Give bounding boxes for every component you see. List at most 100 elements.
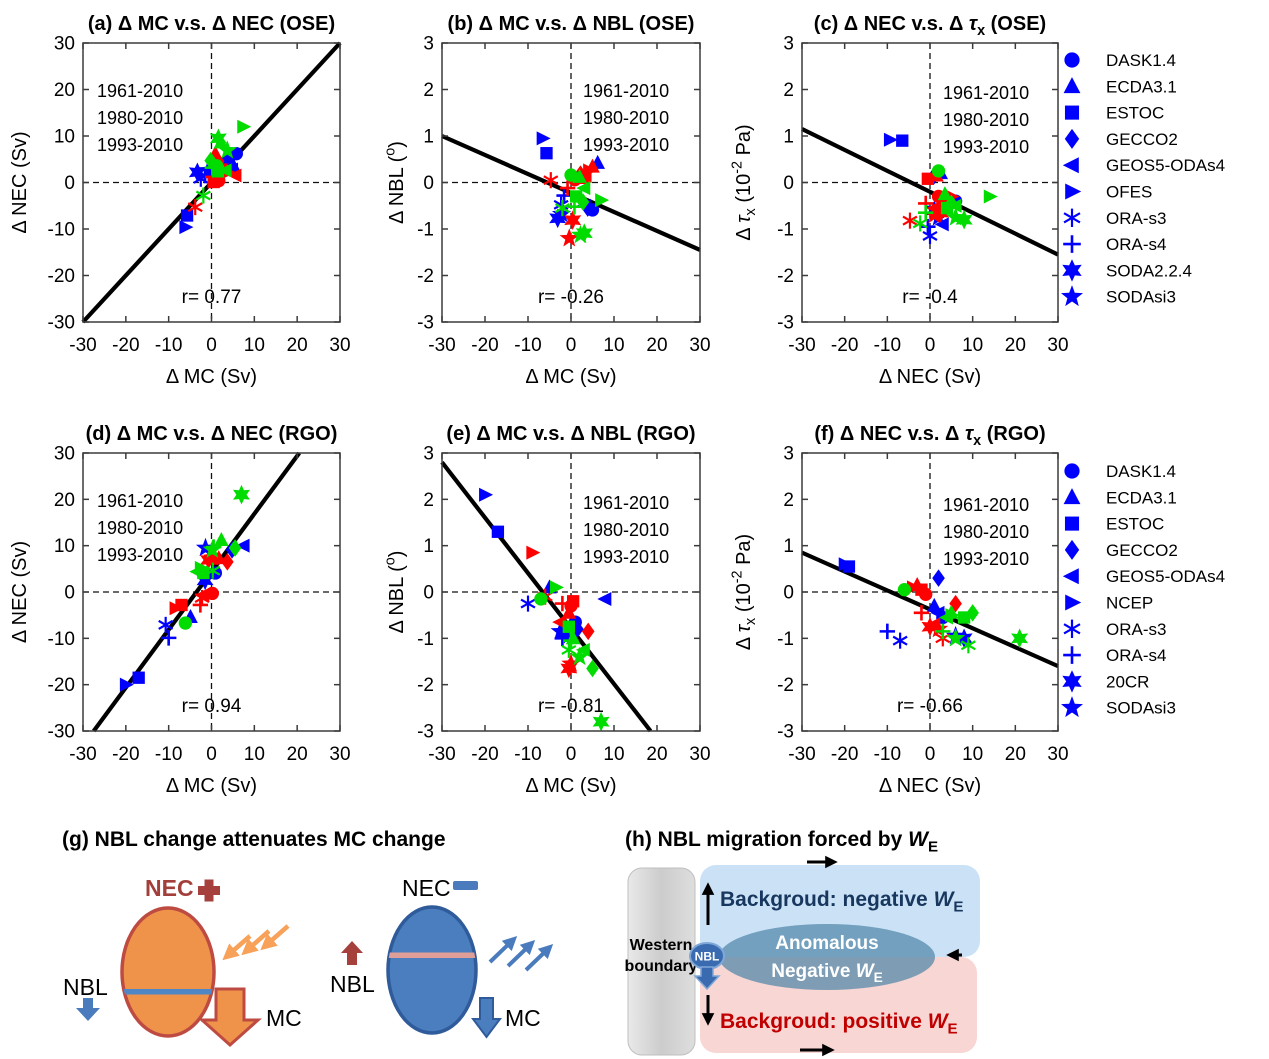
western-boundary-line2: boundary [625, 958, 698, 975]
marker-triangle-right-icon [838, 557, 853, 572]
y-tick-label: -10 [48, 220, 75, 241]
marker-circle-icon [1064, 52, 1080, 68]
marker-circle-icon [1064, 463, 1080, 479]
legend-item-label: ORA-s3 [1106, 620, 1166, 639]
y-tick-label: 3 [423, 444, 434, 465]
asterisk-arm [1063, 623, 1081, 635]
r-value-label: r= -0.81 [538, 696, 604, 717]
marker-square-icon [180, 209, 194, 222]
marker-plus-icon [204, 159, 221, 176]
y-tick-label: -30 [48, 722, 75, 743]
y-tick-label: -1 [777, 629, 794, 650]
panel-title: (d) Δ MC v.s. Δ NEC (RGO) [86, 423, 338, 445]
marker-triangle-up-icon [926, 597, 942, 612]
y-tick-label: 3 [423, 34, 434, 55]
legend-item-label: 20CR [1106, 672, 1149, 691]
background-negative-label: Backgroud: negative WE [720, 888, 963, 915]
legend-item-DASK1.4: DASK1.4 [1064, 51, 1176, 70]
x-tick-label: -20 [471, 744, 498, 765]
minus-icon [453, 881, 478, 890]
y-tick-label: 1 [783, 127, 794, 148]
marker-triangle-left-icon [227, 168, 242, 183]
marker-asterisk-icon [158, 616, 174, 633]
marker-diamond-icon [1064, 128, 1080, 149]
x-tick-label: 20 [646, 744, 667, 765]
legend-item-label: GECCO2 [1106, 541, 1178, 560]
legend-item-label: ORA-s3 [1106, 209, 1166, 228]
legend-item-label: ECDA3.1 [1106, 488, 1177, 507]
marker-diamond-icon [932, 569, 945, 587]
x-tick-label: 0 [566, 744, 577, 765]
y-axis-label: Δ NEC (Sv) [9, 541, 31, 643]
asterisk-arm [553, 199, 569, 210]
marker-plus-icon [559, 180, 576, 196]
asterisk-arm [561, 644, 577, 655]
marker-plus-icon [566, 198, 583, 215]
y-tick-label: -2 [777, 266, 794, 287]
series-1993-2010 [897, 583, 1029, 654]
marker-square-icon [896, 134, 909, 147]
marker-triangle-left-icon [575, 642, 590, 657]
x-tick-label: 10 [603, 335, 624, 356]
legend-item-20CR: 20CR [1062, 670, 1149, 693]
period-label: 1961-2010 [583, 81, 669, 101]
y-tick-label: 0 [64, 583, 75, 604]
background-positive-label: Backgroud: positive WE [720, 1010, 958, 1037]
marker-star5-icon [945, 207, 966, 226]
marker-diamond-icon [204, 151, 217, 170]
series-1980-2010 [169, 547, 234, 616]
mc-label-left: MC [266, 1005, 302, 1031]
y-tick-label: -1 [777, 220, 794, 241]
panel-title: (a) Δ MC v.s. Δ NEC (OSE) [88, 13, 335, 35]
marker-asterisk-icon [543, 172, 559, 189]
marker-triangle-right-icon [479, 487, 494, 502]
cold-gyre-ellipse [386, 905, 478, 1035]
anomalous-label-line1: Anomalous [775, 933, 878, 954]
y-tick-label: -3 [417, 313, 434, 334]
legend-item-label: NCEP [1106, 594, 1153, 613]
x-tick-label: 0 [206, 335, 217, 356]
period-label: 1980-2010 [97, 108, 183, 128]
legend-item-NCEP: NCEP [1065, 594, 1153, 613]
marker-triangle-right-icon [883, 132, 898, 147]
marker-diamond-icon [1064, 539, 1080, 560]
marker-triangle-right-icon [237, 119, 252, 134]
legend-item-GECCO2: GECCO2 [1064, 128, 1178, 149]
x-tick-label: 30 [329, 744, 350, 765]
x-tick-label: 20 [1005, 335, 1026, 356]
period-label: 1961-2010 [97, 81, 183, 101]
nbl-up-arrow-right [341, 941, 363, 965]
series-1980-2010 [526, 545, 595, 679]
asterisk-arm [912, 218, 928, 229]
marker-hexagram-icon [556, 623, 573, 644]
marker-star5-icon [570, 224, 591, 244]
legend-item-ECDA3.1: ECDA3.1 [1063, 488, 1177, 507]
legend-item-SODAsi3: SODAsi3 [1061, 285, 1176, 307]
marker-hexagram-icon [1062, 259, 1082, 282]
legend-item-ORA-s4: ORA-s4 [1063, 235, 1166, 254]
y-tick-label: 0 [64, 173, 75, 194]
legend-item-ORA-s4: ORA-s4 [1063, 646, 1166, 665]
marker-hexagram-icon [1062, 670, 1082, 693]
marker-plus-icon [920, 218, 936, 235]
marker-circle-icon [897, 583, 912, 597]
nbl-line-right [388, 952, 476, 958]
marker-triangle-right-icon [119, 677, 134, 692]
series-1993-2010 [554, 168, 610, 244]
marker-circle-icon [534, 592, 548, 606]
y-tick-label: -20 [48, 266, 75, 287]
x-tick-label: -10 [514, 744, 541, 765]
marker-triangle-up-icon [214, 532, 229, 547]
y-tick-label: -3 [777, 313, 794, 334]
period-label: 1993-2010 [943, 137, 1029, 157]
x-tick-label: 30 [689, 335, 710, 356]
marker-square-icon [132, 671, 145, 684]
x-tick-label: 30 [329, 335, 350, 356]
asterisk-arm [922, 230, 938, 241]
marker-triangle-left-icon [934, 217, 949, 232]
y-tick-label: 2 [423, 80, 434, 101]
marker-triangle-left-icon [217, 163, 232, 178]
marker-square-icon [491, 525, 505, 538]
x-axis-label: Δ MC (Sv) [525, 775, 616, 797]
marker-circle-icon [564, 168, 578, 182]
